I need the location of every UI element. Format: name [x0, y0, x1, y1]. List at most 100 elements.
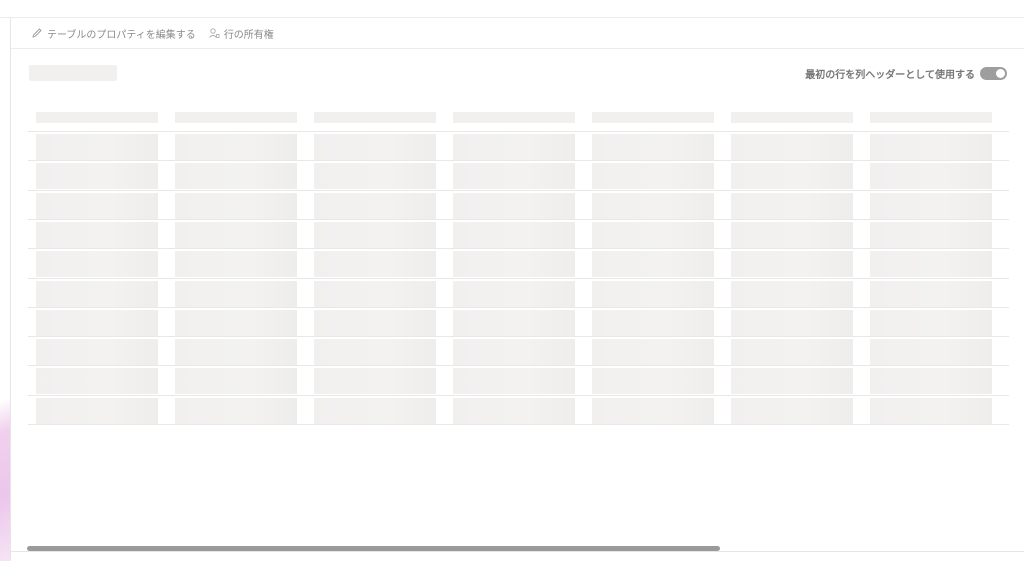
- row-divider: [28, 248, 1009, 250]
- header-cell-skeleton: [175, 112, 297, 123]
- cell-skeleton: [453, 368, 575, 395]
- cell-skeleton: [731, 280, 853, 307]
- cell-skeleton: [731, 339, 853, 366]
- decorative-gradient: [0, 400, 10, 561]
- cell-skeleton: [870, 134, 992, 160]
- first-row-header-setting: 最初の行を列ヘッダーとして使用する: [805, 66, 1007, 81]
- cell-skeleton: [36, 368, 158, 395]
- cell-skeleton: [314, 134, 436, 160]
- top-divider: [0, 17, 1024, 18]
- row-divider: [28, 306, 1009, 308]
- edit-table-properties-button[interactable]: テーブルのプロパティを編集する: [31, 26, 196, 41]
- first-row-header-toggle[interactable]: [980, 67, 1007, 80]
- cell-skeleton: [453, 397, 575, 424]
- cell-skeleton: [870, 192, 992, 219]
- row-divider: [28, 218, 1009, 220]
- cell-skeleton: [453, 134, 575, 160]
- cell-skeleton: [731, 163, 853, 190]
- header-cell-skeleton: [592, 112, 714, 123]
- cell-skeleton: [175, 280, 297, 307]
- toolbar: テーブルのプロパティを編集する 行の所有権: [11, 18, 1024, 49]
- cell-skeleton: [731, 134, 853, 160]
- toggle-knob: [996, 69, 1005, 78]
- cell-skeleton: [175, 251, 297, 278]
- horizontal-scrollbar[interactable]: [27, 546, 720, 551]
- edit-table-properties-label: テーブルのプロパティを編集する: [47, 29, 196, 41]
- cell-skeleton: [870, 309, 992, 336]
- header-cell-skeleton: [453, 112, 575, 123]
- header-cell-skeleton: [314, 112, 436, 123]
- row-ownership-label: 行の所有権: [223, 29, 274, 41]
- row-divider: [28, 277, 1009, 279]
- cell-skeleton: [731, 368, 853, 395]
- cell-skeleton: [592, 309, 714, 336]
- cell-skeleton: [453, 221, 575, 248]
- cell-skeleton: [314, 192, 436, 219]
- cell-skeleton: [36, 251, 158, 278]
- row-divider: [28, 336, 1009, 338]
- cell-skeleton: [592, 368, 714, 395]
- cell-skeleton: [731, 221, 853, 248]
- left-panel-edge: [0, 17, 11, 561]
- cell-skeleton: [36, 221, 158, 248]
- cell-skeleton: [592, 134, 714, 160]
- table-title-skeleton: [29, 65, 117, 81]
- cell-skeleton: [314, 368, 436, 395]
- row-divider: [28, 131, 1009, 132]
- cell-skeleton: [731, 192, 853, 219]
- cell-skeleton: [36, 397, 158, 424]
- row-divider: [28, 394, 1009, 396]
- cell-skeleton: [175, 192, 297, 219]
- row-ownership-button[interactable]: 行の所有権: [208, 26, 274, 41]
- cell-skeleton: [36, 192, 158, 219]
- cell-skeleton: [314, 397, 436, 424]
- cell-skeleton: [36, 339, 158, 366]
- cell-skeleton: [175, 221, 297, 248]
- cell-skeleton: [36, 134, 158, 160]
- cell-skeleton: [453, 192, 575, 219]
- cell-skeleton: [314, 221, 436, 248]
- cell-skeleton: [175, 368, 297, 395]
- cell-skeleton: [175, 134, 297, 160]
- cell-skeleton: [731, 251, 853, 278]
- cell-skeleton: [175, 339, 297, 366]
- cell-skeleton: [592, 339, 714, 366]
- first-row-header-label: 最初の行を列ヘッダーとして使用する: [805, 70, 975, 81]
- cell-skeleton: [175, 163, 297, 190]
- header-cell-skeleton: [870, 112, 992, 123]
- cell-skeleton: [731, 309, 853, 336]
- cell-skeleton: [870, 251, 992, 278]
- cell-skeleton: [731, 397, 853, 424]
- bottom-divider: [11, 551, 1024, 552]
- pencil-icon: [32, 28, 42, 38]
- cell-skeleton: [453, 251, 575, 278]
- cell-skeleton: [36, 163, 158, 190]
- cell-skeleton: [870, 221, 992, 248]
- row-divider: [28, 160, 1009, 162]
- cell-skeleton: [453, 163, 575, 190]
- cell-skeleton: [592, 251, 714, 278]
- cell-skeleton: [592, 221, 714, 248]
- row-divider: [28, 424, 1009, 425]
- cell-skeleton: [592, 163, 714, 190]
- row-divider: [28, 189, 1009, 191]
- cell-skeleton: [870, 397, 992, 424]
- cell-skeleton: [314, 339, 436, 366]
- header-cell-skeleton: [36, 112, 158, 123]
- cell-skeleton: [314, 163, 436, 190]
- cell-skeleton: [36, 309, 158, 336]
- cell-skeleton: [175, 309, 297, 336]
- person-icon: [208, 28, 220, 38]
- cell-skeleton: [175, 397, 297, 424]
- cell-skeleton: [592, 397, 714, 424]
- header-cell-skeleton: [731, 112, 853, 123]
- cell-skeleton: [592, 280, 714, 307]
- cell-skeleton: [870, 339, 992, 366]
- cell-skeleton: [314, 280, 436, 307]
- cell-skeleton: [453, 309, 575, 336]
- cell-skeleton: [870, 163, 992, 190]
- cell-skeleton: [453, 339, 575, 366]
- cell-skeleton: [314, 309, 436, 336]
- cell-skeleton: [870, 368, 992, 395]
- cell-skeleton: [870, 280, 992, 307]
